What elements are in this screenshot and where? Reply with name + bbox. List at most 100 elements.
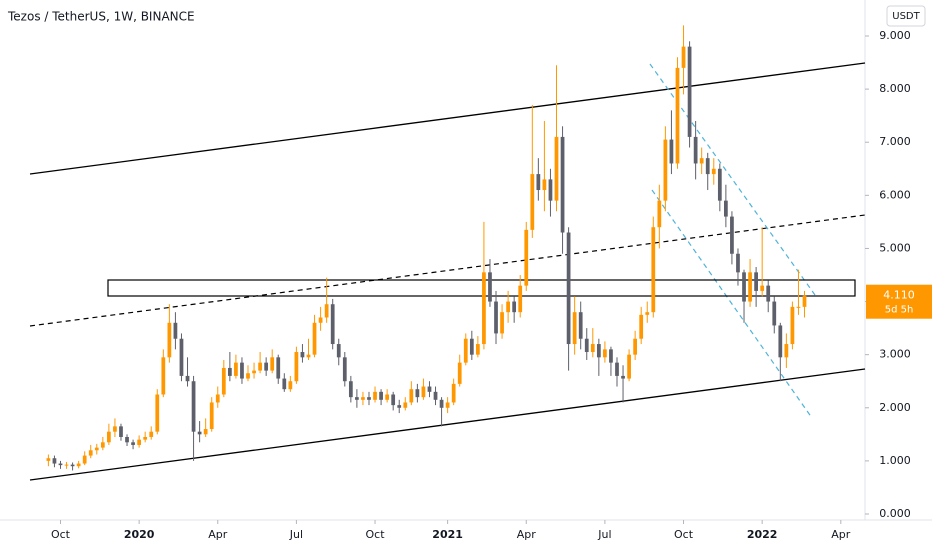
y-tick-label: 3.000: [879, 348, 911, 361]
candle-body: [711, 168, 716, 175]
y-tick-label: 9.000: [879, 29, 911, 42]
candle-body: [705, 158, 710, 175]
candle-body: [542, 179, 547, 191]
last-price-box: [866, 284, 932, 319]
candle-body: [282, 378, 287, 390]
candle-body: [469, 338, 474, 355]
candle-body: [669, 139, 674, 164]
candle-body: [748, 272, 752, 302]
candle-body: [675, 67, 680, 164]
candle-body: [427, 386, 432, 392]
x-tick-label: 2021: [432, 528, 463, 541]
candle-body: [609, 349, 613, 363]
candle-body: [240, 362, 244, 379]
candle-body: [699, 158, 704, 164]
candle-body: [276, 357, 281, 379]
candle-body: [173, 322, 178, 339]
candle-body: [554, 136, 559, 201]
chart-title: Tezos / TetherUS, 1W, BINANCE: [7, 10, 195, 24]
candle-body: [433, 391, 438, 400]
candle-body: [143, 436, 148, 440]
candle-body: [723, 200, 728, 217]
candle-body: [802, 295, 807, 307]
y-tick-label: 6.000: [879, 188, 911, 201]
candle-body: [790, 306, 795, 345]
candle-body: [475, 344, 480, 355]
candle-body: [506, 301, 510, 313]
upper-channel-line: [29, 62, 866, 175]
candle-body: [355, 397, 359, 400]
candle-body: [391, 394, 396, 406]
candle-body: [288, 381, 293, 390]
candle-body: [693, 136, 698, 164]
lower-channel-line: [29, 368, 866, 481]
x-tick-label: Oct: [366, 528, 386, 541]
candle-body: [385, 394, 390, 400]
candle-body: [336, 344, 341, 358]
y-tick-label: 1.000: [879, 454, 911, 467]
candle-body: [137, 439, 142, 445]
candle-body: [64, 464, 69, 466]
candle-body: [657, 200, 662, 228]
candle-body: [361, 397, 365, 400]
candle-body: [221, 367, 226, 395]
candle-body: [578, 312, 583, 339]
candle-body: [409, 389, 414, 403]
candle-body: [318, 317, 323, 323]
candles: [46, 25, 807, 471]
candle-body: [742, 272, 746, 302]
y-tick-label: 5.000: [879, 241, 911, 254]
candle-body: [88, 450, 93, 456]
candle-body: [494, 301, 498, 334]
candle-body: [451, 383, 456, 403]
candle-body: [772, 301, 777, 326]
candle-body: [530, 174, 535, 230]
x-tick-label: Oct: [674, 528, 694, 541]
candle-body: [615, 362, 619, 376]
candle-body: [488, 272, 492, 302]
candle-body: [760, 285, 765, 291]
candle-body: [179, 338, 184, 376]
candle-body: [778, 325, 783, 358]
candle-body: [796, 306, 801, 308]
candle-body: [215, 394, 220, 403]
candle-body: [113, 426, 117, 432]
candle-body: [367, 397, 371, 400]
candle-body: [197, 431, 202, 435]
candle-body: [46, 458, 51, 461]
candle-body: [82, 455, 87, 464]
candle-body: [651, 227, 656, 313]
candle-body: [512, 301, 517, 313]
currency-box: [886, 5, 926, 27]
countdown-label: 5d 5h: [885, 305, 914, 316]
falling-line-lower: [651, 189, 813, 419]
candle-body: [663, 139, 668, 201]
x-tick-label: 2022: [747, 528, 778, 541]
candle-body: [596, 344, 601, 358]
candle-body: [252, 370, 256, 374]
candle-body: [421, 386, 426, 398]
candle-body: [149, 431, 154, 437]
candle-body: [730, 216, 734, 254]
candle-body: [524, 229, 529, 286]
candle-body: [155, 394, 160, 432]
candle-body: [52, 458, 57, 464]
candle-body: [203, 429, 208, 435]
candle-body: [379, 391, 383, 400]
y-tick-label: 2.000: [879, 401, 911, 414]
resistance-zone: [107, 279, 856, 297]
candle-body: [312, 322, 317, 355]
candle-body: [439, 399, 444, 408]
candle-body: [584, 338, 589, 353]
candle-body: [536, 174, 541, 191]
candle-body: [415, 389, 420, 398]
last-price-label: 4.110: [883, 289, 915, 302]
candle-body: [209, 402, 214, 430]
candle-body: [566, 232, 571, 345]
candle-body: [572, 312, 577, 345]
candle-body: [324, 304, 329, 318]
candle-body: [548, 179, 553, 201]
y-tick-label: 0.000: [879, 507, 911, 520]
candle-body: [590, 344, 595, 353]
candle-body: [76, 463, 81, 467]
